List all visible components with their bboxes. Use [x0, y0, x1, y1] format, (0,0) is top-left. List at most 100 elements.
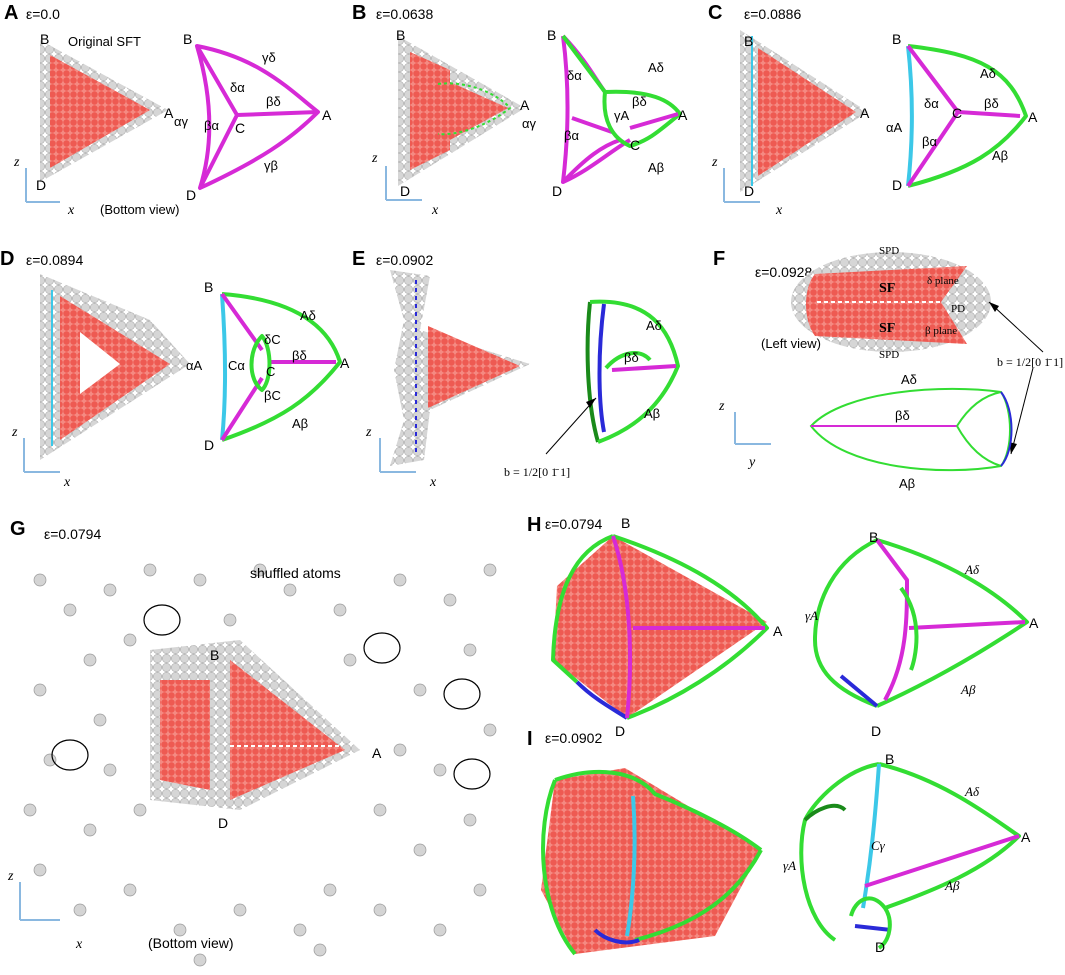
view-label: (Left view) [761, 336, 821, 351]
axes: z x [11, 425, 71, 490]
axes: z x [371, 151, 439, 218]
panel-f: F ε=0.0928 SPD δ plane SF SF β plane PD … [705, 240, 1065, 495]
svg-text:Aδ: Aδ [300, 308, 316, 323]
edge-label: αγ [174, 114, 189, 129]
svg-text:A: A [520, 97, 530, 113]
dislocation-diagram [220, 292, 342, 442]
svg-text:C: C [266, 364, 275, 379]
panel-a: A ε=0.0 B Original SFT A αγ D z x (Botto… [0, 0, 350, 225]
svg-text:D: D [871, 723, 881, 739]
svg-text:Aβ: Aβ [992, 148, 1008, 163]
svg-text:A: A [1029, 615, 1039, 631]
strain-label: ε=0.0 [26, 6, 60, 22]
panel-d: D ε=0.0894 αA z x B A C D Aδ δC Cα βδ βC… [0, 240, 350, 495]
svg-text:B: B [744, 33, 753, 49]
svg-text:βδ: βδ [632, 94, 647, 109]
svg-text:SF: SF [879, 281, 895, 296]
dislocation-diagram [195, 44, 320, 190]
figure-g: shuffled atoms B A D z x (Bottom view) [7, 563, 497, 967]
svg-text:D: D [552, 183, 562, 199]
svg-text:δα: δα [924, 96, 939, 111]
svg-text:γA: γA [614, 108, 630, 123]
strain-label: ε=0.0902 [376, 252, 434, 268]
figure-e: z x Aδ βδ Aβ b = 1/2[0 1̄ 1] [365, 270, 680, 490]
svg-text:B: B [885, 751, 894, 767]
svg-text:C: C [235, 120, 245, 136]
svg-text:B: B [869, 529, 878, 545]
svg-text:Cα: Cα [228, 358, 245, 373]
sft-red-core [50, 55, 150, 168]
svg-text:z: z [13, 155, 20, 170]
svg-text:Aβ: Aβ [644, 406, 660, 421]
burgers-vector: b = 1/2[0 1̄ 1] [997, 355, 1063, 369]
svg-text:PD: PD [951, 303, 965, 315]
svg-text:B: B [204, 279, 213, 295]
svg-text:z: z [7, 869, 14, 884]
svg-text:A: A [1028, 109, 1038, 125]
svg-text:D: D [218, 815, 228, 831]
panel-c: C ε=0.0886 B A αA D z x B A C D Aδ δα βδ… [700, 0, 1065, 225]
svg-text:A: A [340, 355, 350, 371]
strain-label: ε=0.0928 [755, 264, 813, 280]
figure-i: B A D Aδ γA Cγ Aβ [541, 751, 1031, 956]
svg-text:δα: δα [567, 68, 582, 83]
svg-text:βδ: βδ [984, 96, 999, 111]
svg-text:B: B [621, 515, 630, 531]
svg-text:Aβ: Aβ [648, 160, 664, 175]
svg-text:z: z [718, 399, 725, 414]
strain-label: ε=0.0794 [44, 526, 102, 542]
panel-label: H [527, 514, 542, 536]
svg-text:δC: δC [264, 332, 281, 347]
panel-label: A [4, 2, 19, 24]
panel-label: D [0, 248, 15, 270]
svg-text:A: A [322, 107, 332, 123]
svg-text:A: A [860, 105, 870, 121]
strain-label: ε=0.0894 [26, 252, 84, 268]
svg-text:z: z [371, 151, 378, 166]
dislocation-diagram [561, 34, 682, 184]
svg-text:B: B [183, 31, 192, 47]
svg-text:βδ: βδ [895, 408, 910, 423]
dislocation-overlay [541, 769, 763, 956]
svg-text:A: A [678, 107, 688, 123]
axes: z x [7, 869, 83, 952]
svg-text:x: x [775, 203, 783, 218]
svg-text:D: D [400, 183, 410, 199]
svg-text:γA: γA [783, 858, 796, 873]
svg-text:γβ: γβ [264, 158, 278, 173]
burgers-vector: b = 1/2[0 1̄ 1] [504, 465, 570, 479]
svg-text:x: x [429, 475, 437, 490]
panel-i: I ε=0.0902 B A D Aδ γA Cγ Aβ [515, 728, 1065, 975]
dislocation-diagram [813, 538, 1029, 708]
svg-text:γA: γA [805, 608, 818, 623]
axes: z y [718, 399, 771, 470]
svg-text:SF: SF [879, 321, 895, 336]
svg-text:B: B [547, 27, 556, 43]
dislocation-diagram [809, 387, 1013, 472]
svg-text:A: A [372, 745, 382, 761]
panel-title: Original SFT [68, 34, 141, 49]
dislocation-diagram [799, 762, 1021, 950]
svg-text:Cγ: Cγ [871, 838, 886, 853]
svg-text:B: B [892, 31, 901, 47]
svg-text:D: D [615, 723, 625, 739]
svg-text:Aβ: Aβ [899, 476, 915, 491]
panel-label: I [527, 728, 533, 750]
strain-label: ε=0.0902 [545, 730, 603, 746]
svg-text:A: A [1021, 829, 1031, 845]
svg-text:βα: βα [564, 128, 579, 143]
strain-label: ε=0.0886 [744, 6, 802, 22]
figure-b: B A αγ D z x B A C D Aδ δα γA βδ βα Aβ [371, 27, 688, 218]
panel-h: H ε=0.0794 B A D B A D Aδ γA Aβ [515, 510, 1065, 740]
figure-a: B Original SFT A αγ D z x (Bottom view) … [13, 31, 332, 218]
dislocation-diagram [585, 299, 680, 444]
svg-text:αA: αA [186, 358, 203, 373]
svg-text:Aβ: Aβ [960, 682, 976, 697]
svg-text:x: x [67, 203, 75, 218]
figure-d: αA z x B A C D Aδ δC Cα βδ βC Aβ [11, 274, 350, 490]
svg-text:βC: βC [264, 388, 281, 403]
svg-text:x: x [431, 203, 439, 218]
svg-text:Aδ: Aδ [646, 318, 662, 333]
svg-text:y: y [747, 455, 756, 470]
shuffled-atoms [23, 563, 497, 967]
